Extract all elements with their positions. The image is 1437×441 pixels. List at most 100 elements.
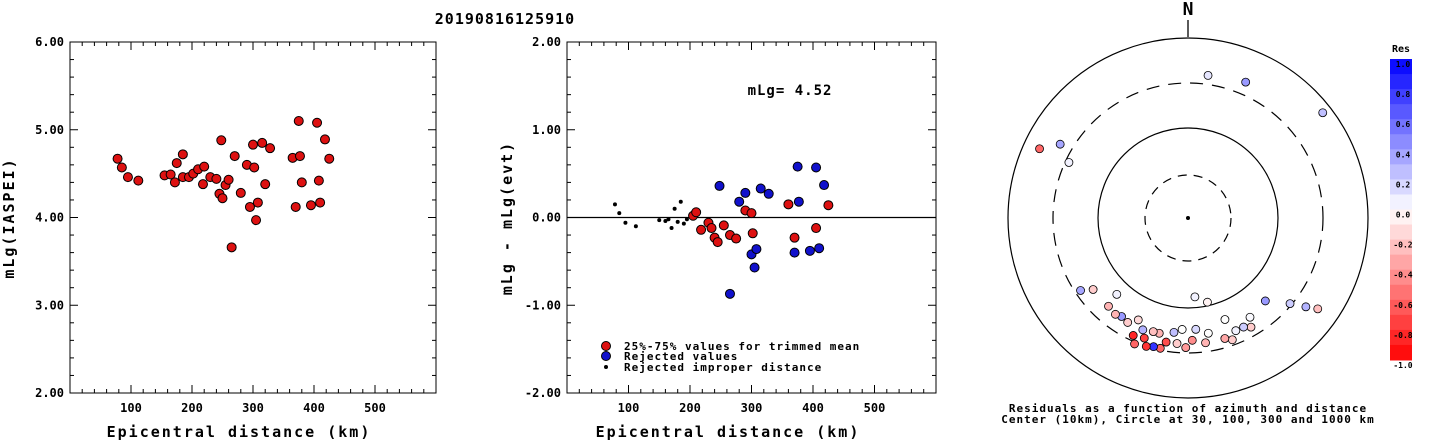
azimuth-point — [1133, 315, 1143, 325]
panel2-x-axis-label: Epicentral distance (km) — [596, 423, 861, 441]
data-point — [235, 187, 246, 198]
data-point — [252, 197, 263, 208]
accepted-point — [731, 233, 742, 244]
azimuth-point — [1088, 285, 1098, 294]
azimuth-point — [1220, 315, 1230, 324]
ring-1000km — [1007, 37, 1369, 399]
colorbar-cell — [1390, 254, 1412, 271]
improper-distance-point — [684, 217, 689, 222]
data-point — [197, 179, 208, 190]
rejected-point — [749, 262, 760, 273]
panel2-y-axis-label: mLg - mLg(evt) — [498, 141, 516, 295]
improper-distance-point — [675, 219, 680, 224]
azimuth-point — [1139, 333, 1149, 343]
x-tick-label: 400 — [303, 401, 325, 415]
accepted-point — [712, 237, 723, 248]
data-point — [226, 242, 237, 253]
y-tick-label: 0.00 — [532, 211, 561, 225]
panel2-ticks: 100 200 300 400 500 -2.00 -1.00 0.00 1.00 2.00 — [525, 35, 937, 415]
data-point — [290, 201, 301, 212]
legend-label-rejected: Rejected values — [624, 350, 738, 363]
improper-distance-point — [633, 224, 638, 229]
azimuth-point — [1245, 312, 1255, 322]
colorbar-cell — [1390, 119, 1412, 135]
azimuth-point — [1130, 339, 1139, 349]
colorbar-cell — [1390, 299, 1412, 316]
polar-caption-line1: Residuals as a function of azimuth and d… — [1009, 402, 1367, 415]
rejected-point — [793, 196, 804, 207]
azimuth-point — [1104, 301, 1113, 311]
colorbar-tick-label: 0.4 — [1396, 150, 1411, 159]
y-tick-label: 3.00 — [35, 298, 64, 312]
rejected-point — [792, 161, 803, 172]
colorbar-cell — [1390, 194, 1412, 210]
azimuth-point — [1241, 77, 1251, 87]
legend-label-improper: Rejected improper distance — [624, 361, 822, 374]
y-tick-label: 2.00 — [35, 386, 64, 400]
x-tick-label: 300 — [242, 401, 264, 415]
colorbar-cell — [1390, 224, 1412, 241]
data-point — [133, 175, 144, 186]
panel-magnitude-vs-distance: 100 200 300 400 500 2.00 3.00 4.00 5.00 6.00 Epic… — [0, 35, 437, 441]
data-point — [229, 151, 240, 162]
data-point — [199, 161, 210, 172]
x-tick-label: 500 — [364, 401, 386, 415]
figure-title: 20190816125910 — [435, 10, 575, 28]
data-point — [217, 193, 228, 204]
azimuth-point — [1035, 144, 1044, 154]
data-point — [293, 115, 304, 126]
data-point — [305, 200, 316, 211]
residual-colorbar: Res 1.0 0.8 0.6 0.4 0.2 0.0 -0.2 -0.4 -0.6 -0.8 -1… — [1390, 44, 1413, 370]
colorbar-tick-label: 0.8 — [1396, 90, 1411, 99]
rejected-point — [734, 196, 745, 207]
colorbar-labels: 1.0 0.8 0.6 0.4 0.2 0.0 -0.2 -0.4 -0.6 -0.8 -1.0 — [1393, 60, 1412, 370]
data-point — [112, 153, 123, 164]
accepted-point — [783, 199, 794, 210]
data-point — [294, 151, 305, 162]
polar-caption-line2: Center (10km), Circle at 30, 100, 300 an… — [1001, 413, 1375, 426]
rejected-point — [814, 243, 825, 254]
colorbar-tick-label: 0.6 — [1396, 120, 1411, 129]
legend-marker-accepted — [601, 341, 611, 351]
data-point — [249, 162, 260, 173]
y-tick-label: 2.00 — [532, 35, 561, 49]
x-tick-label: 100 — [618, 401, 640, 415]
improper-distance-point — [669, 226, 674, 231]
azimuth-point — [1201, 338, 1210, 348]
accepted-point — [696, 224, 707, 235]
y-tick-label: -1.00 — [525, 298, 561, 312]
azimuth-point — [1239, 322, 1248, 332]
colorbar-tick-label: 0.2 — [1396, 180, 1411, 189]
azimuth-point — [1203, 297, 1212, 307]
x-tick-label: 300 — [741, 401, 763, 415]
accepted-point — [747, 228, 758, 239]
accepted-point — [823, 200, 834, 211]
accepted-point — [746, 208, 757, 219]
panel-azimuth-residual-map: N Residuals as a function of azimuth and… — [1001, 0, 1375, 426]
colorbar-cells — [1390, 59, 1412, 361]
rejected-point — [751, 244, 762, 255]
azimuth-point — [1055, 139, 1065, 149]
magnitude-annotation: mLg= 4.52 — [748, 83, 833, 99]
polar-points — [1035, 71, 1328, 353]
panel1-x-axis-label: Epicentral distance (km) — [107, 423, 372, 441]
azimuth-point — [1231, 326, 1241, 336]
colorbar-cell — [1390, 104, 1412, 120]
improper-distance-point — [666, 217, 671, 222]
rejected-point — [755, 183, 766, 194]
azimuth-point — [1318, 108, 1328, 118]
azimuth-point — [1260, 296, 1270, 306]
improper-distance-point — [663, 219, 668, 224]
data-point — [211, 173, 222, 184]
y-tick-label: 4.00 — [35, 211, 64, 225]
north-label: N — [1183, 0, 1194, 20]
improper-distance-point — [657, 218, 662, 223]
y-tick-label: 5.00 — [35, 123, 64, 137]
ring-30km — [1144, 174, 1232, 262]
colorbar-cell — [1390, 284, 1412, 301]
colorbar-cell — [1390, 89, 1412, 105]
y-tick-label: 6.00 — [35, 35, 64, 49]
data-point — [312, 117, 323, 128]
accepted-point — [691, 207, 702, 218]
accepted-point — [811, 223, 822, 234]
